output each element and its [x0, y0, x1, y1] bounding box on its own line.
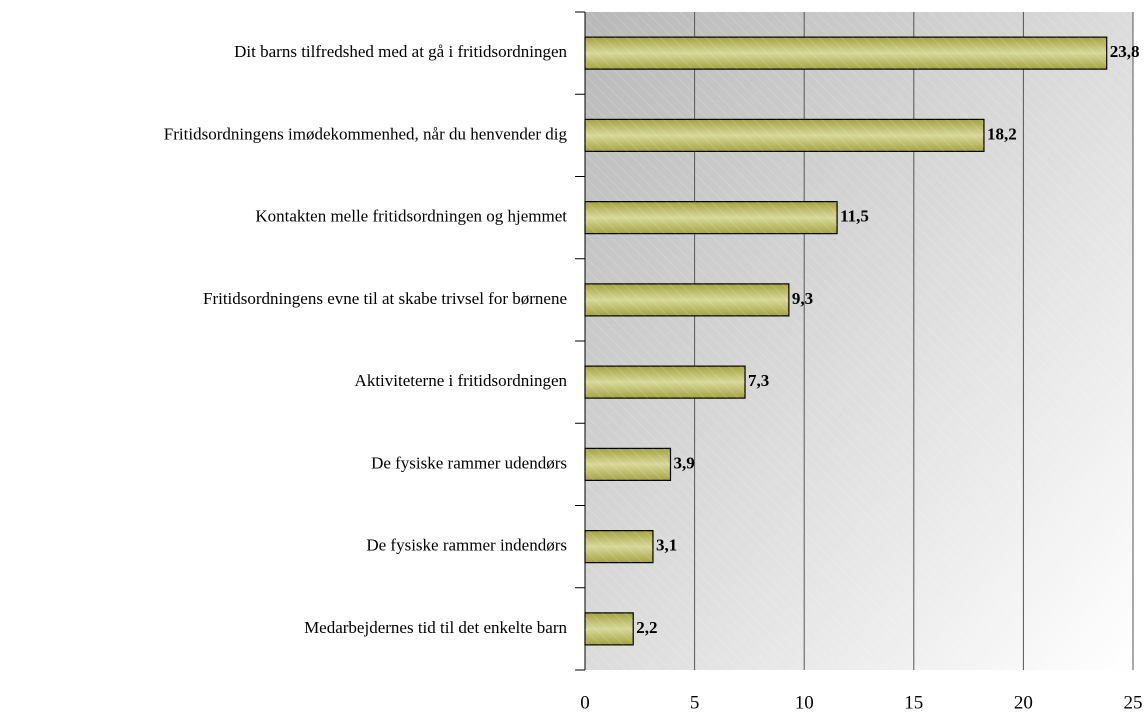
bar-hatch [585, 612, 634, 645]
x-tick-label: 15 [904, 692, 923, 713]
bar-hatch [585, 201, 838, 234]
bar-hatch [585, 119, 984, 152]
data-label: 3,9 [673, 453, 694, 472]
y-tick-label: Fritidsordningens imødekommenhed, når du… [164, 124, 568, 143]
x-tick-label: 25 [1124, 692, 1143, 713]
y-tick-label: Fritidsordningens evne til at skabe triv… [203, 289, 567, 308]
y-tick-label: Aktiviteterne i fritidsordningen [355, 371, 568, 390]
data-label: 11,5 [840, 207, 869, 226]
x-tick-label: 10 [795, 692, 814, 713]
y-tick-label: Dit barns tilfredshed med at gå i fritid… [234, 42, 567, 61]
data-label: 9,3 [792, 289, 813, 308]
bar-hatch [585, 366, 746, 399]
data-label: 3,1 [656, 536, 677, 555]
y-tick-label: De fysiske rammer indendørs [366, 536, 567, 555]
plot-hatch [585, 12, 1133, 670]
data-label: 18,2 [987, 124, 1017, 143]
y-tick-label: De fysiske rammer udendørs [371, 453, 567, 472]
data-label: 2,2 [636, 618, 657, 637]
bar-hatch [585, 283, 789, 316]
bar-hatch [585, 448, 671, 481]
data-label: 23,8 [1110, 42, 1140, 61]
bar-hatch [585, 37, 1107, 70]
y-tick-label: Medarbejdernes tid til det enkelte barn [304, 618, 567, 637]
bar-hatch [585, 530, 653, 563]
x-tick-label: 5 [690, 692, 700, 713]
y-tick-label: Kontakten melle fritidsordningen og hjem… [255, 207, 567, 226]
data-label: 7,3 [748, 371, 769, 390]
x-tick-label: 20 [1014, 692, 1033, 713]
x-tick-label: 0 [580, 692, 590, 713]
